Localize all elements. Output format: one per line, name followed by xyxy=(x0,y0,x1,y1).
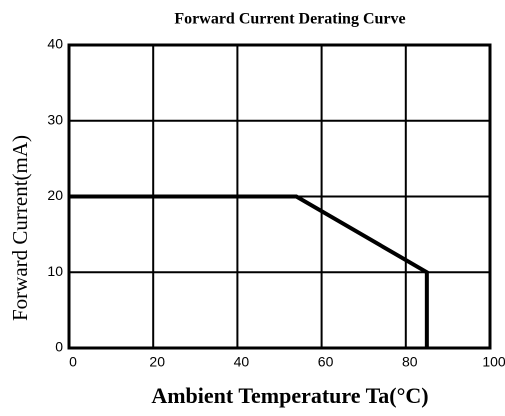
x-tick-label: 0 xyxy=(69,354,77,370)
x-tick-label: 80 xyxy=(402,354,418,370)
x-tick-label: 60 xyxy=(318,354,334,370)
y-tick-label: 20 xyxy=(47,187,63,203)
y-tick-label: 0 xyxy=(55,339,63,355)
y-tick-label: 40 xyxy=(47,36,63,52)
y-tick-label: 10 xyxy=(47,263,63,279)
x-axis-label: Ambient Temperature Ta(°C) xyxy=(151,383,428,408)
data-line xyxy=(69,194,429,348)
chart-title: Forward Current Derating Curve xyxy=(174,11,405,28)
y-axis-label: Forward Current(mA) xyxy=(8,135,32,321)
x-tick-label: 20 xyxy=(149,354,165,370)
x-tick-label: 40 xyxy=(234,354,250,370)
x-tick-label: 100 xyxy=(482,354,505,370)
y-tick-label: 30 xyxy=(47,111,63,127)
